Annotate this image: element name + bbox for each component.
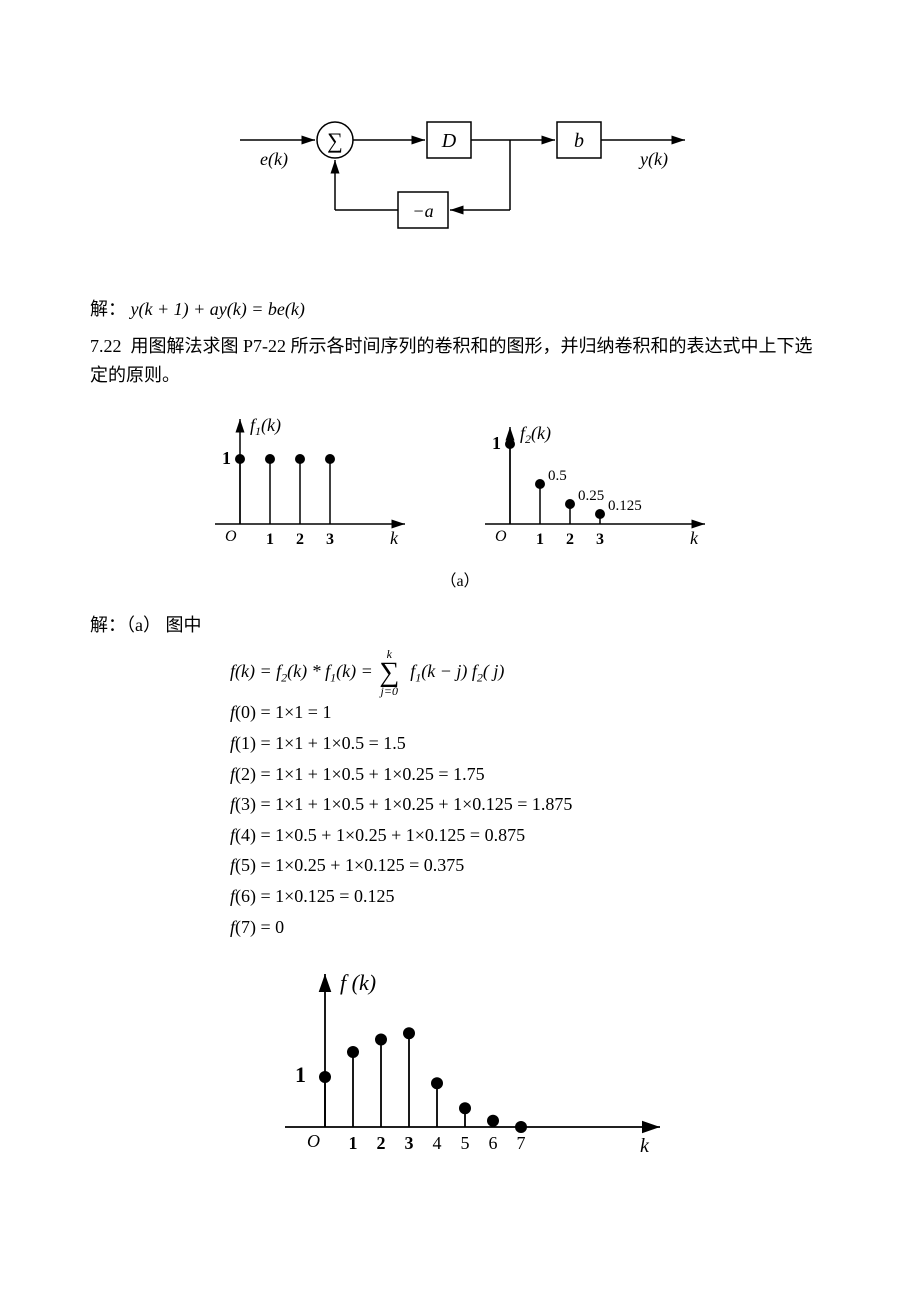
result-plot-svg: f (k) 1 O 1234567 k	[240, 962, 680, 1162]
f2-x-ticks: 1 2 3	[536, 531, 604, 548]
solution-line: f(1) = 1×1 + 1×0.5 = 1.5	[230, 728, 830, 759]
sigma-icon: ∑	[379, 660, 399, 685]
sub-caption: （a）	[90, 567, 830, 591]
svg-text:2: 2	[296, 531, 304, 548]
solution-line: f(3) = 1×1 + 1×0.5 + 1×0.25 + 1×0.125 = …	[230, 789, 830, 820]
solution-block: 解：（a） 图中 f(k) = f2(k) * f1(k) = k ∑ j=0 …	[90, 611, 830, 942]
problem-number: 7.22	[90, 336, 122, 356]
solution-line: f(6) = 1×0.125 = 0.125	[230, 881, 830, 912]
svg-text:1: 1	[536, 531, 544, 548]
gain-b-label: b	[574, 130, 584, 152]
solution-line: f(0) = 1×1 = 1	[230, 697, 830, 728]
f2-title: f2(k)	[520, 423, 551, 446]
svg-text:7: 7	[517, 1133, 526, 1153]
f2-origin: O	[495, 528, 507, 545]
answer-prefix: 解：	[90, 299, 126, 319]
output-label: y(k)	[638, 149, 668, 170]
sum-lower: j=0	[381, 685, 398, 697]
svg-text:1: 1	[349, 1133, 358, 1153]
svg-text:2: 2	[377, 1133, 386, 1153]
block-diagram-svg: e(k) ∑ D b y(k) −a	[210, 90, 710, 270]
conv-lhs: f(k) = f2(k) * f1(k) =	[230, 661, 377, 681]
f2-axis-var: k	[690, 528, 699, 548]
result-origin: O	[307, 1131, 320, 1151]
result-x-ticks: 1234567	[349, 1133, 526, 1153]
svg-text:5: 5	[461, 1133, 470, 1153]
result-axis-var: k	[640, 1135, 650, 1157]
problem-text-line: 7.22 用图解法求图 P7-22 所示各时间序列的卷积和的图形，并归纳卷积和的…	[90, 332, 830, 390]
f1-stems	[235, 454, 335, 524]
answer-line: 解： y(k + 1) + ay(k) = be(k)	[90, 295, 830, 324]
f1-x-ticks: 1 2 3	[266, 531, 334, 548]
answer-equation: y(k + 1) + ay(k) = be(k)	[131, 299, 305, 319]
input-label: e(k)	[260, 149, 288, 170]
gain-neg-a-label: −a	[412, 201, 433, 221]
svg-text:0.25: 0.25	[578, 488, 604, 504]
svg-text:4: 4	[433, 1133, 442, 1153]
svg-text:3: 3	[596, 531, 604, 548]
result-y1-label: 1	[295, 1062, 306, 1087]
svg-text:1: 1	[266, 531, 274, 548]
solution-line: f(4) = 1×0.5 + 1×0.25 + 1×0.125 = 0.875	[230, 820, 830, 851]
svg-text:0.125: 0.125	[608, 498, 642, 514]
f2-y1-label: 1	[492, 433, 501, 453]
sum-symbol: ∑	[327, 128, 343, 153]
svg-text:3: 3	[326, 531, 334, 548]
svg-text:3: 3	[405, 1133, 414, 1153]
result-plot: f (k) 1 O 1234567 k	[90, 962, 830, 1167]
stem-plot-f2: f2(k) 1 O 1 2 3 0.5 0.250.125 k	[465, 409, 725, 559]
result-title: f (k)	[340, 970, 376, 995]
delay-label: D	[441, 130, 457, 152]
solution-line: f(2) = 1×1 + 1×0.5 + 1×0.25 = 1.75	[230, 759, 830, 790]
f1-title: f1(k)	[250, 415, 281, 438]
f2-value-labels: 0.5 0.250.125	[548, 468, 642, 514]
convolution-definition: f(k) = f2(k) * f1(k) = k ∑ j=0 f1(k − j)…	[230, 648, 830, 697]
svg-text:6: 6	[489, 1133, 498, 1153]
stem-plot-f1: f1(k) 1 O 1 2 3 k	[195, 409, 425, 559]
problem-text: 用图解法求图 P7-22 所示各时间序列的卷积和的图形，并归纳卷积和的表达式中上…	[90, 336, 813, 385]
solution-equation-list: f(0) = 1×1 = 1f(1) = 1×1 + 1×0.5 = 1.5f(…	[230, 697, 830, 942]
block-diagram: e(k) ∑ D b y(k) −a	[90, 90, 830, 275]
svg-text:2: 2	[566, 531, 574, 548]
result-stems	[319, 1027, 527, 1133]
f1-y1-label: 1	[222, 448, 231, 468]
solution-intro: 解：（a） 图中	[90, 611, 830, 640]
page-container: e(k) ∑ D b y(k) −a	[0, 0, 920, 1217]
svg-text:0.5: 0.5	[548, 468, 567, 484]
f1-origin: O	[225, 528, 237, 545]
conv-rhs: f1(k − j) f2( j)	[406, 661, 505, 681]
solution-line: f(7) = 0	[230, 912, 830, 943]
sum-symbol-block: k ∑ j=0	[379, 648, 399, 697]
f1-axis-var: k	[390, 528, 399, 548]
solution-line: f(5) = 1×0.25 + 1×0.125 = 0.375	[230, 850, 830, 881]
stem-plots-row: f1(k) 1 O 1 2 3 k f2(k) 1 O 1 2 3 0.5 0.250.1…	[90, 409, 830, 559]
